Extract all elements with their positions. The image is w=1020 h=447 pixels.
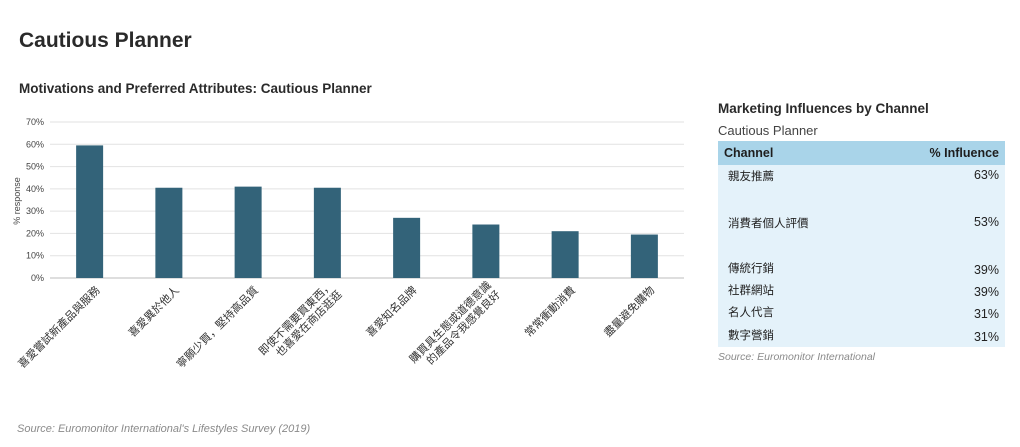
bar-chart: 0% 10% 20% 30% 40% 50% 60% 70% 喜愛嘗試新產品與服務 喜愛異於他人寧… xyxy=(12,117,684,375)
x-tick-label: 喜愛異於他人 xyxy=(125,283,182,340)
x-tick-label: 購買具生態或道德意識的產品令我感覺良好 xyxy=(406,278,503,375)
influence-cell: 31% xyxy=(873,323,1005,347)
y-axis-label: % response xyxy=(12,177,22,225)
bar xyxy=(393,217,421,278)
channel-cell: 數字營銷 xyxy=(718,323,874,347)
y-tick-label: 10% xyxy=(26,251,44,261)
table-row: 數字營銷 31% xyxy=(718,323,1005,347)
channel-cell: 名人代言 xyxy=(718,301,874,323)
channel-cell: 消費者個人評價 xyxy=(718,201,874,249)
channel-cell: 親友推薦 xyxy=(718,165,874,201)
bar xyxy=(76,145,104,278)
y-tick-label: 60% xyxy=(26,139,44,149)
page-title: Cautious Planner xyxy=(19,29,192,52)
table-row: 親友推薦 63% xyxy=(718,165,1005,201)
x-tick-label: 寧願少買，堅持高品質 xyxy=(173,283,261,371)
influences-subtitle: Cautious Planner xyxy=(718,123,818,138)
chart-source: Source: Euromonitor International's Life… xyxy=(17,423,311,435)
y-tick-label: 30% xyxy=(26,206,44,216)
table-header-row: Channel % Influence xyxy=(718,141,1005,165)
x-tick-label: 喜愛嘗試新產品與服務 xyxy=(15,283,103,371)
bar xyxy=(472,224,500,278)
influence-cell: 53% xyxy=(873,201,1005,249)
y-tick-label: 70% xyxy=(26,117,44,127)
x-tick-label: 即使不需要買東西，也喜愛在商店逛逛 xyxy=(256,279,344,367)
bar xyxy=(155,187,183,278)
chart-title: Motivations and Preferred Attributes: Ca… xyxy=(19,81,372,96)
channel-cell: 社群網站 xyxy=(718,279,874,301)
marketing-influences-panel: Marketing Influences by Channel Cautious… xyxy=(718,99,1005,363)
bar xyxy=(313,187,341,278)
y-tick-label: 40% xyxy=(26,184,44,194)
influences-title: Marketing Influences by Channel xyxy=(718,101,929,116)
column-header-channel: Channel xyxy=(718,141,874,165)
influences-table: Channel % Influence 親友推薦 63% 消費者個人評價 53%… xyxy=(718,141,1005,347)
y-tick-label: 50% xyxy=(26,162,44,172)
bar xyxy=(551,231,579,278)
x-tick-label: 常常衝動消費 xyxy=(522,283,579,340)
bar xyxy=(630,234,658,278)
x-tick-label: 盡量避免購物 xyxy=(601,283,658,340)
table-row: 傳統行銷 39% xyxy=(718,249,1005,279)
influences-source: Source: Euromonitor International xyxy=(718,351,876,363)
table-row: 消費者個人評價 53% xyxy=(718,201,1005,249)
table-row: 社群網站 39% xyxy=(718,279,1005,301)
column-header-influence: % Influence xyxy=(873,141,1005,165)
influence-cell: 39% xyxy=(873,279,1005,301)
influence-cell: 31% xyxy=(873,301,1005,323)
influence-cell: 39% xyxy=(873,249,1005,279)
bar xyxy=(234,186,262,278)
y-tick-label: 0% xyxy=(31,273,44,283)
channel-cell: 傳統行銷 xyxy=(718,249,874,279)
x-tick-label: 喜愛知名品牌 xyxy=(363,283,420,340)
table-row: 名人代言 31% xyxy=(718,301,1005,323)
y-tick-label: 20% xyxy=(26,228,44,238)
influence-cell: 63% xyxy=(873,165,1005,201)
